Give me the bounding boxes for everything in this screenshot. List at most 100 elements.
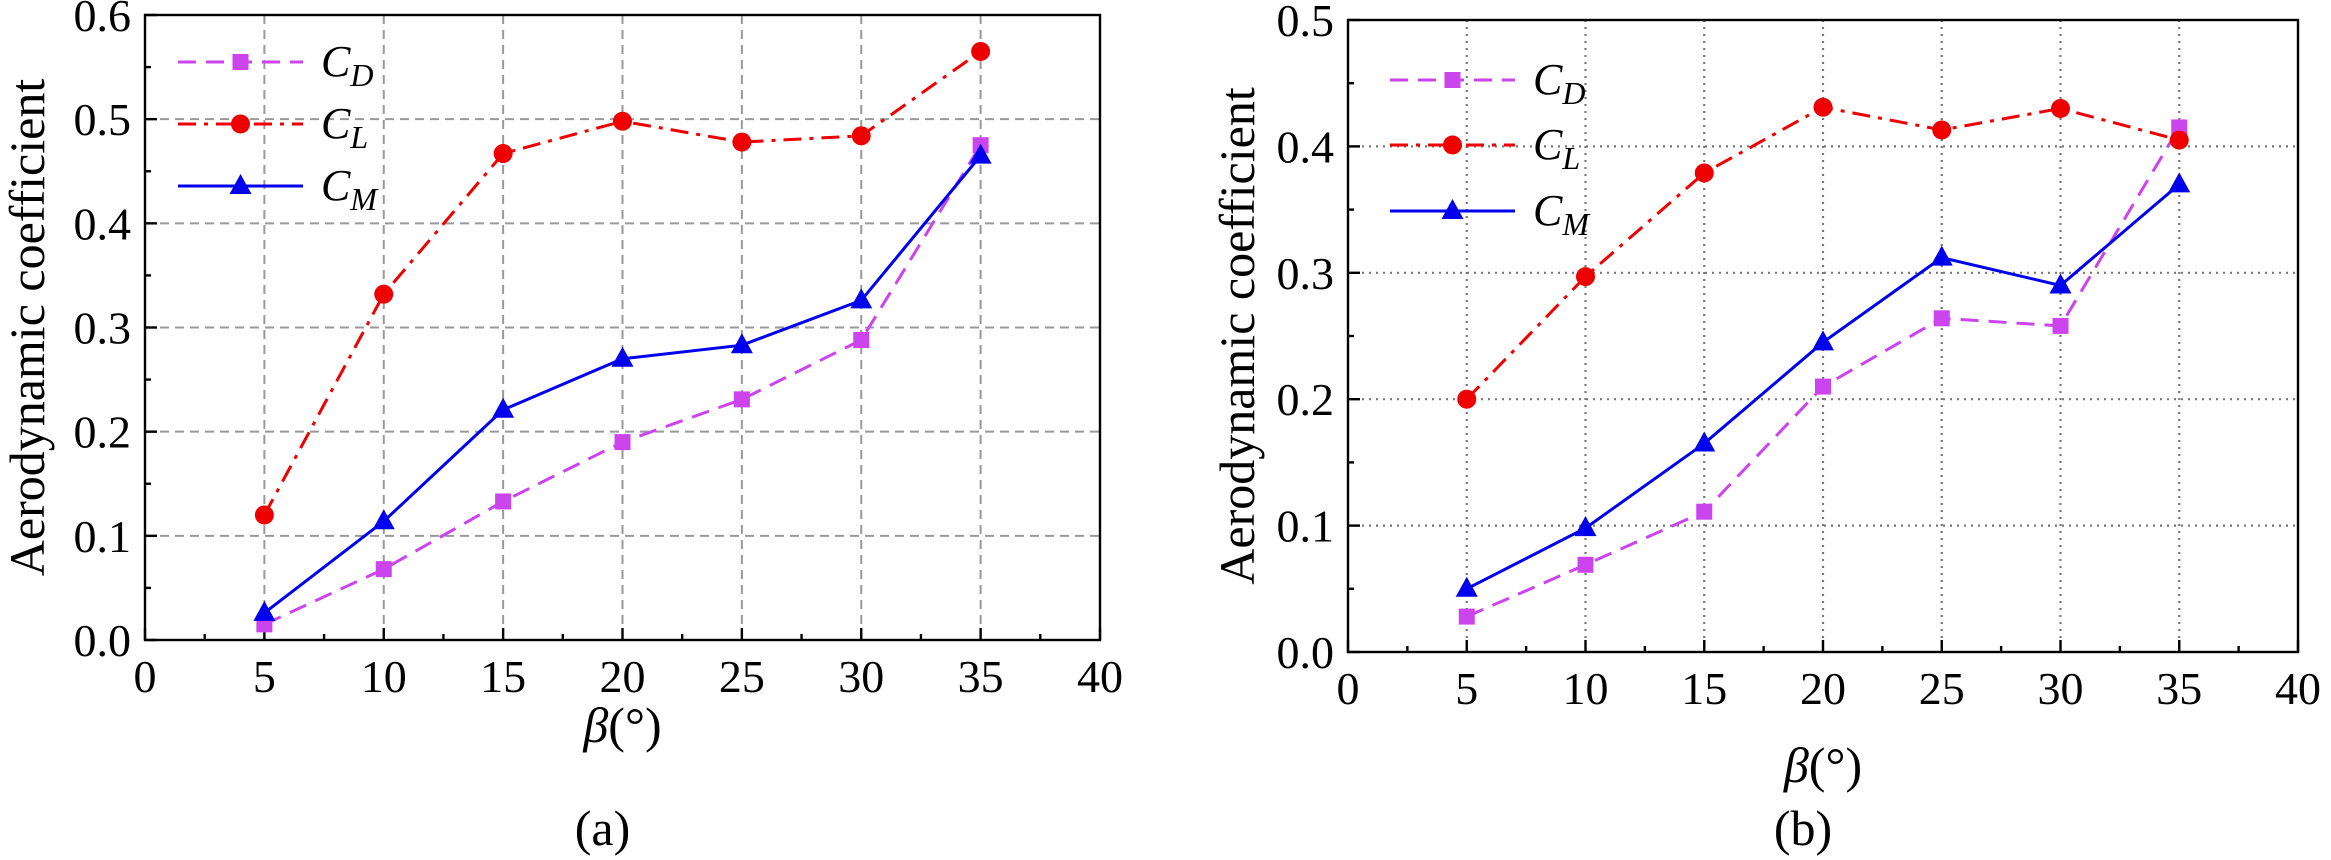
- legend-marker-M: [229, 174, 252, 194]
- y-axis-label: Aerodynamic coefficient: [1209, 87, 1265, 585]
- data-point-L: [374, 284, 394, 304]
- legend-marker-L: [1443, 135, 1462, 155]
- data-point-D: [614, 434, 631, 451]
- data-point-M: [1930, 245, 1953, 266]
- x-tick-label: 0: [1337, 663, 1360, 714]
- x-axis-label: β(°): [1783, 737, 1862, 793]
- chart-panel-2: 0 5 10 15 20 25 30 35 40 0.0 0.1 0.2 0.3 0.4 0.5 Aerody…: [1209, 0, 2321, 856]
- data-point-M: [969, 143, 992, 164]
- data-point-L: [1813, 97, 1833, 117]
- legend-symbol: C: [1533, 55, 1563, 104]
- data-point-L: [1694, 163, 1714, 183]
- y-tick-label: 0.3: [1277, 248, 1335, 299]
- x-axis-label: β(°): [582, 697, 661, 753]
- data-point-L: [1576, 267, 1595, 287]
- x-axis-symbol: β: [1783, 737, 1809, 793]
- x-axis-unit: (°): [608, 697, 661, 753]
- legend-symbol: C: [1533, 186, 1563, 235]
- data-point-D: [1933, 310, 1950, 327]
- x-tick-label: 10: [1563, 663, 1609, 714]
- y-tick-label: 0.5: [74, 94, 132, 145]
- data-point-L: [851, 126, 871, 146]
- series-M: [253, 143, 992, 621]
- x-tick-label: 15: [480, 651, 526, 702]
- data-point-D: [1696, 503, 1713, 520]
- legend-marker-D: [232, 54, 249, 70]
- data-point-M: [1574, 516, 1597, 537]
- data-point-M: [1812, 330, 1834, 351]
- data-point-D: [1815, 378, 1831, 395]
- data-point-D: [2171, 119, 2188, 136]
- data-point-D: [495, 493, 512, 510]
- data-point-L: [971, 41, 991, 61]
- y-tick-label: 0.1: [1277, 501, 1335, 552]
- x-axis-unit: (°): [1809, 737, 1862, 793]
- data-point-L: [1932, 120, 1952, 140]
- legend-label-D: CD: [1533, 55, 1585, 111]
- legend-label-L: CL: [321, 99, 368, 155]
- data-point-L: [732, 132, 752, 152]
- x-tick-label: 25: [719, 651, 765, 702]
- data-point-D: [375, 561, 392, 578]
- data-point-M: [611, 346, 634, 367]
- y-tick-label: 0.2: [74, 407, 132, 458]
- y-tick-label: 0.2: [1277, 374, 1335, 425]
- x-tick-label: 5: [1455, 663, 1478, 714]
- data-point-D: [733, 391, 750, 408]
- data-point-D: [1577, 556, 1594, 573]
- data-point-L: [1457, 389, 1477, 409]
- data-point-M: [253, 600, 276, 621]
- x-tick-label: 35: [958, 651, 1004, 702]
- series-L: [254, 41, 991, 525]
- series-D: [1458, 119, 2188, 625]
- panel-label: (b): [1774, 800, 1832, 856]
- x-tick-label: 5: [253, 651, 276, 702]
- legend-subscript: M: [1561, 206, 1591, 242]
- legend-subscript: L: [1561, 140, 1580, 176]
- y-axis-label: Aerodynamic coefficient: [0, 79, 55, 577]
- legend-subscript: D: [349, 57, 373, 93]
- x-tick-label: 15: [1681, 663, 1727, 714]
- x-tick-label: 30: [838, 651, 884, 702]
- legend-symbol: C: [321, 99, 351, 148]
- data-point-M: [372, 509, 395, 530]
- data-point-L: [613, 111, 632, 131]
- x-tick-label: 35: [2156, 663, 2202, 714]
- legend-subscript: L: [349, 119, 368, 155]
- legend-marker-L: [231, 114, 250, 134]
- data-point-M: [1693, 431, 1716, 452]
- x-tick-label: 40: [1077, 651, 1123, 702]
- data-point-D: [2052, 317, 2069, 334]
- x-axis-symbol: β: [582, 697, 608, 753]
- data-point-D: [853, 332, 870, 348]
- legend-label-D: CD: [321, 37, 373, 93]
- legend-subscript: D: [1561, 75, 1585, 111]
- data-point-L: [493, 144, 513, 164]
- data-point-D: [1458, 608, 1475, 625]
- x-tick-label: 10: [361, 651, 407, 702]
- y-tick-label: 0.5: [1277, 0, 1335, 46]
- data-point-L: [254, 505, 274, 525]
- series-D: [256, 137, 989, 633]
- x-tick-label: 25: [1919, 663, 1965, 714]
- legend-symbol: C: [321, 161, 351, 210]
- x-tick-label: 0: [134, 651, 157, 702]
- series-line-D: [1466, 126, 2181, 618]
- y-tick-label: 0.4: [1277, 121, 1335, 172]
- panel-label: (a): [575, 800, 631, 856]
- legend-marker-M: [1441, 199, 1464, 219]
- legend-marker-D: [1444, 72, 1461, 88]
- y-tick-label: 0.3: [74, 303, 132, 354]
- x-tick-label: 30: [2038, 663, 2084, 714]
- legend-symbol: C: [1533, 120, 1563, 169]
- data-point-M: [1455, 576, 1478, 597]
- data-point-L: [2051, 98, 2070, 118]
- chart-panel-1: 0 5 10 15 20 25 30 35 40 0.0 0.1 0.2 0.3 0.4 0.5 0.6 Aer…: [0, 0, 1123, 856]
- data-point-M: [2168, 172, 2191, 193]
- data-point-L: [2169, 130, 2189, 150]
- x-tick-label: 20: [1800, 663, 1846, 714]
- y-tick-label: 0.0: [1277, 627, 1335, 678]
